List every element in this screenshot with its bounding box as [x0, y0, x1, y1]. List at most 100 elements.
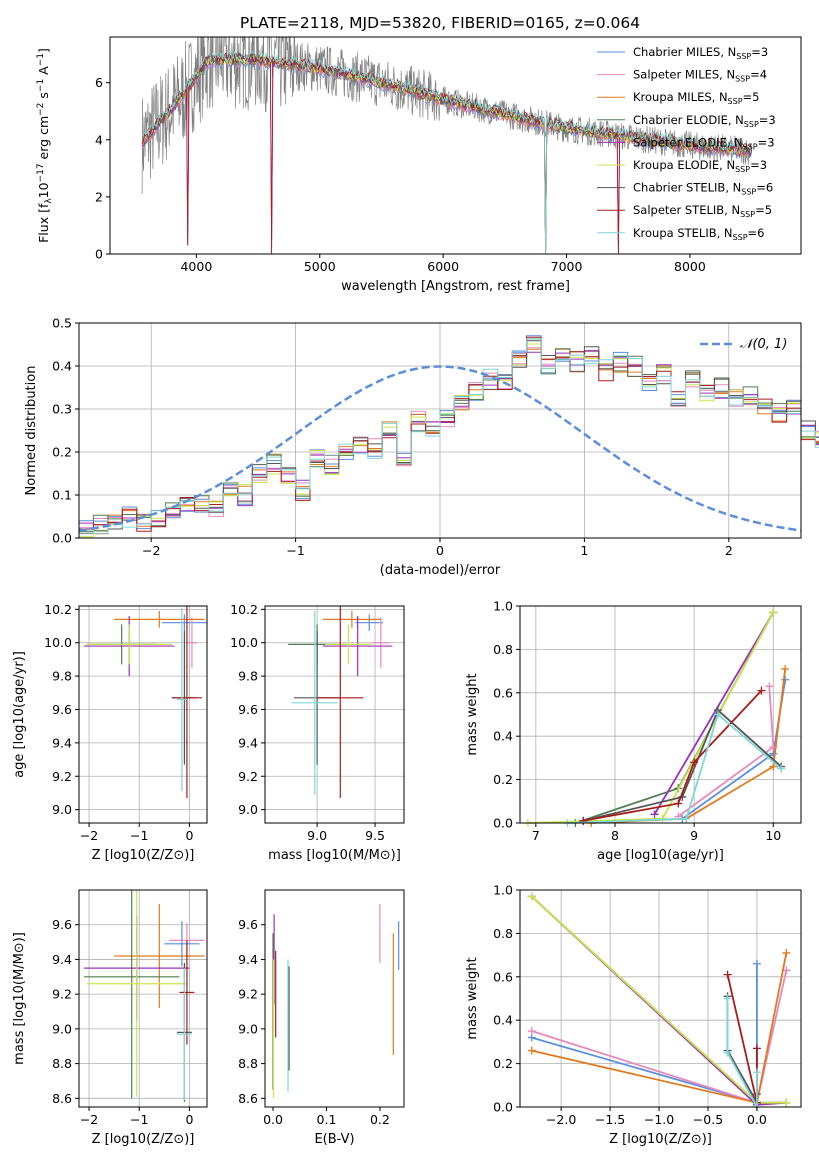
x-axis-label: E(B-V)	[314, 1132, 354, 1147]
y-tick-label: 0.3	[52, 402, 72, 417]
x-tick-label: 7000	[551, 259, 583, 274]
weight-marker	[682, 814, 691, 823]
model-spectrum	[141, 57, 752, 254]
y-axis-label: Normed distribution	[24, 366, 39, 496]
x-tick-label: 0	[436, 543, 444, 558]
residual-histogram	[79, 338, 819, 534]
y-tick-label: 9.0	[238, 802, 258, 817]
weight-marker	[527, 1027, 536, 1036]
weight-marker	[777, 764, 786, 773]
weight-marker	[723, 994, 732, 1003]
y-tick-label: 0.4	[493, 1013, 513, 1028]
y-axis-label: mass weight	[465, 957, 480, 1039]
weight-marker	[527, 1046, 536, 1055]
weight-marker	[690, 758, 699, 767]
y-axis-label: mass weight	[465, 673, 480, 755]
spectrum-lines	[141, 37, 752, 254]
y-tick-label: 9.4	[52, 735, 72, 750]
x-tick-label: −1.5	[595, 1112, 625, 1127]
weight-line	[531, 963, 758, 1104]
panel-age_vs_Z: −2 −1 0 9.0 9.2 9.4 9.6 9.8 10.0 10.2 Z [log10(Z/Z…	[12, 602, 208, 863]
x-tick-label: 2	[725, 543, 733, 558]
weight-marker	[713, 710, 722, 719]
x-tick-label: −1	[130, 1112, 148, 1127]
y-tick-label: 9.2	[238, 769, 258, 784]
y-tick-label: 0.6	[493, 969, 513, 984]
model-spectrum	[141, 52, 752, 254]
axes-frame	[519, 605, 802, 824]
legend-label: Kroupa MILES, NSSP=5	[633, 90, 759, 106]
x-tick-label: 0.0	[747, 1112, 767, 1127]
x-tick-label: 9	[690, 828, 698, 843]
y-axis-label: Flux [fλ10−17 erg cm−2 s−1 A−1]	[36, 48, 54, 243]
weight-line	[583, 708, 782, 822]
weight-marker	[650, 810, 659, 819]
axes-frame	[78, 889, 208, 1108]
x-tick-label: 0	[185, 828, 193, 843]
legend-label: Kroupa ELODIE, NSSP=3	[633, 158, 767, 174]
x-tick-label: 0.0	[263, 1112, 283, 1127]
y-tick-label: 0.0	[52, 531, 72, 546]
y-tick-label: 0.2	[52, 445, 72, 460]
legend-label: Salpeter ELODIE, NSSP=3	[633, 135, 775, 151]
y-tick-label: 9.4	[52, 952, 72, 967]
model-spectrum	[141, 52, 752, 254]
weight-marker	[752, 1044, 761, 1053]
x-tick-label: −2	[142, 543, 160, 558]
y-tick-label: 9.6	[238, 917, 258, 932]
axes-frame	[264, 605, 405, 824]
x-tick-label: 5000	[304, 259, 336, 274]
x-tick-label: 6000	[427, 259, 459, 274]
legend-label: Chabrier STELIB, NSSP=6	[633, 181, 773, 197]
y-tick-label: 9.4	[238, 952, 258, 967]
y-tick-label: 0.0	[493, 816, 513, 831]
weight-marker	[723, 970, 732, 979]
x-axis-label: mass [log10(M/M⊙)]	[268, 848, 401, 863]
y-axis-label: mass [log10(M/M⊙)]	[12, 932, 27, 1065]
weight-marker	[781, 664, 790, 673]
y-tick-label: 8.6	[52, 1091, 72, 1106]
x-tick-label: 4000	[180, 259, 212, 274]
y-tick-label: 8.6	[238, 1091, 258, 1106]
x-tick-label: −1.0	[644, 1112, 674, 1127]
x-tick-label: 9.0	[307, 828, 327, 843]
y-tick-label: 10.2	[230, 602, 258, 617]
y-tick-label: 2	[95, 189, 103, 204]
y-tick-label: 0.0	[493, 1100, 513, 1115]
figure-title: PLATE=2118, MJD=53820, FIBERID=0165, z=0…	[240, 14, 640, 32]
x-tick-label: 8	[611, 828, 619, 843]
panel-age_vs_mass: 9.0 9.5 9.0 9.2 9.4 9.6 9.8 10.0 10.2 mass [log10…	[230, 602, 405, 863]
y-tick-label: 10.0	[44, 635, 72, 650]
panel-residuals: 𝒩(0, 1) −2 −1 0 1 2 0.0 0.1 0.2 0.3 0.4 0.5 (data-mo…	[24, 316, 819, 578]
weight-marker	[781, 675, 790, 684]
y-axis-label: age [log10(age/yr)]	[12, 651, 27, 778]
model-spectrum	[142, 55, 752, 254]
y-tick-label: 0.8	[493, 926, 513, 941]
model-spectrum	[141, 57, 752, 254]
weight-marker	[769, 762, 778, 771]
weight-line	[653, 612, 775, 815]
y-tick-label: 0.4	[493, 729, 513, 744]
weight-marker	[769, 608, 778, 617]
y-tick-label: 0.2	[493, 1056, 513, 1071]
panel-mass_vs_Z: −2 −1 0 8.6 8.8 9.0 9.2 9.4 9.6 Z [log10(Z/Z⊙)] ma…	[12, 889, 208, 1147]
model-spectrum	[141, 53, 752, 254]
y-tick-label: 9.8	[52, 669, 72, 684]
y-tick-label: 0.2	[493, 772, 513, 787]
gaussian-curve	[78, 365, 802, 532]
x-tick-label: −1	[130, 828, 148, 843]
y-tick-label: 0.5	[52, 316, 72, 331]
x-tick-label: −2	[80, 828, 98, 843]
y-tick-label: 9.6	[238, 702, 258, 717]
x-tick-label: 0.2	[370, 1112, 390, 1127]
x-tick-label: −2.0	[546, 1112, 576, 1127]
y-tick-label: 9.6	[52, 917, 72, 932]
y-tick-label: 10.0	[230, 635, 258, 650]
y-tick-label: 1.0	[493, 599, 513, 614]
weight-marker	[674, 799, 683, 808]
panel-spectrum: 4000 5000 6000 7000 8000 0 2 4 6 wavelength [Angs…	[36, 36, 802, 294]
weight-marker	[752, 959, 761, 968]
x-axis-label: age [log10(age/yr)]	[597, 848, 724, 863]
weight-line	[567, 712, 782, 824]
